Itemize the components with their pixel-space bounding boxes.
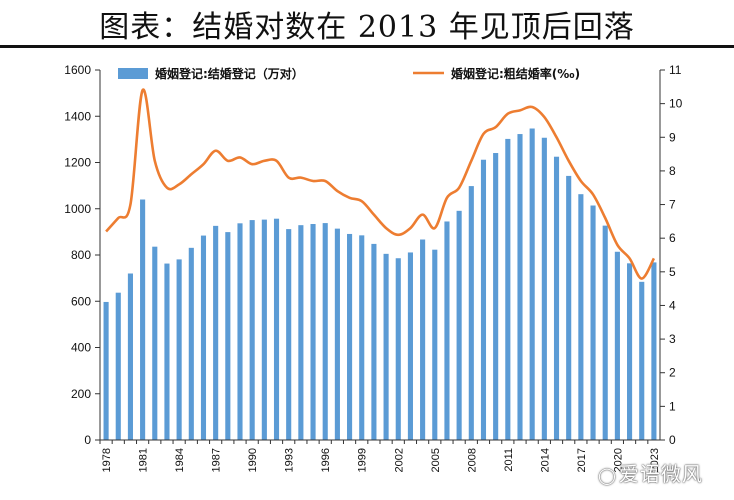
bar xyxy=(237,223,243,440)
x-tick-label: 1981 xyxy=(138,448,150,472)
y-right-tick-label: 7 xyxy=(669,198,676,212)
y-right-tick-label: 1 xyxy=(669,399,676,413)
y-right-tick-label: 9 xyxy=(669,130,676,144)
bar xyxy=(444,221,450,440)
x-tick-label: 2014 xyxy=(539,448,551,472)
bar xyxy=(176,259,182,440)
line-series-marriage-rate xyxy=(105,88,656,280)
bar xyxy=(639,281,645,440)
bar xyxy=(602,225,608,440)
bar xyxy=(359,235,365,440)
bar xyxy=(225,232,231,440)
bar xyxy=(614,251,620,440)
bar xyxy=(651,262,657,440)
bar xyxy=(286,229,292,440)
x-tick-label: 1990 xyxy=(247,448,259,472)
bar xyxy=(578,194,584,440)
bar xyxy=(140,199,146,440)
bar xyxy=(456,210,462,440)
bar xyxy=(566,175,572,440)
bar xyxy=(249,220,255,440)
x-tick-label: 1996 xyxy=(320,448,332,472)
bar xyxy=(298,225,304,440)
bar xyxy=(432,249,438,440)
bar xyxy=(273,218,280,440)
y-left-tick-label: 600 xyxy=(71,294,91,308)
x-tick-label: 2002 xyxy=(393,448,405,472)
x-tick-label: 1978 xyxy=(101,448,113,472)
bar xyxy=(213,225,219,440)
wechat-icon: ◯ xyxy=(598,466,617,485)
bar xyxy=(164,263,170,440)
bar xyxy=(541,137,547,440)
bar xyxy=(310,224,316,440)
y-right-tick-label: 11 xyxy=(669,63,682,77)
y-left-tick-label: 1000 xyxy=(64,202,91,216)
x-tick-label: 2017 xyxy=(576,448,588,472)
y-right-tick-label: 8 xyxy=(669,164,676,178)
bar xyxy=(383,253,389,440)
x-tick-label: 2011 xyxy=(503,448,515,472)
bar xyxy=(407,252,413,440)
y-right-tick-label: 5 xyxy=(669,265,676,279)
y-left-tick-label: 1200 xyxy=(64,156,91,170)
y-right-tick-label: 6 xyxy=(669,231,676,245)
watermark-text: 爱语微风 xyxy=(618,462,703,486)
y-left-tick-label: 800 xyxy=(71,248,91,262)
bar xyxy=(395,258,401,440)
y-right-tick-label: 2 xyxy=(669,366,676,380)
y-left-tick-label: 0 xyxy=(84,433,91,447)
x-tick-label: 1984 xyxy=(174,448,186,472)
x-tick-label: 1987 xyxy=(211,448,223,472)
x-tick-label: 1993 xyxy=(284,448,296,472)
bar xyxy=(371,243,377,440)
x-tick-label: 2005 xyxy=(430,448,442,472)
page-title: 图表：结婚对数在 2013 年见顶后回落 xyxy=(99,10,635,45)
legend-bar-label: 婚姻登记:结婚登记（万对） xyxy=(155,66,304,81)
y-left-tick-label: 400 xyxy=(71,341,91,355)
bar xyxy=(480,159,487,440)
bar xyxy=(505,138,511,440)
bar xyxy=(127,273,133,440)
legend-line-label: 婚姻登记:粗结婚率(‰) xyxy=(451,66,580,81)
y-right-tick-label: 4 xyxy=(669,298,676,312)
bar xyxy=(517,134,523,440)
bar xyxy=(553,156,560,440)
x-tick-label: 2023 xyxy=(649,448,661,472)
bar xyxy=(188,247,194,440)
bar xyxy=(627,263,633,440)
x-tick-label: 2008 xyxy=(466,448,478,472)
bar xyxy=(468,186,474,440)
bar xyxy=(529,128,535,440)
x-tick-label: 2020 xyxy=(612,448,624,472)
y-right-tick-label: 0 xyxy=(669,433,676,447)
y-right-tick-label: 10 xyxy=(669,97,683,111)
x-tick-label: 1999 xyxy=(357,448,369,472)
y-left-tick-label: 1400 xyxy=(64,109,91,123)
bar xyxy=(322,223,328,440)
bar xyxy=(420,239,426,440)
y-right-tick-label: 3 xyxy=(669,332,676,346)
bar xyxy=(200,235,207,440)
bar xyxy=(103,301,109,440)
bar xyxy=(261,219,267,440)
bar xyxy=(334,228,340,440)
bar xyxy=(115,292,121,440)
y-left-tick-label: 200 xyxy=(71,387,91,401)
y-left-tick-label: 1600 xyxy=(64,63,91,77)
title-divider xyxy=(0,45,734,48)
bar xyxy=(347,233,353,440)
bar xyxy=(152,246,158,440)
bar xyxy=(590,205,596,440)
legend-bar-swatch xyxy=(118,68,148,79)
watermark: ◯ 爱语微风 xyxy=(598,458,703,487)
bar xyxy=(493,153,499,441)
